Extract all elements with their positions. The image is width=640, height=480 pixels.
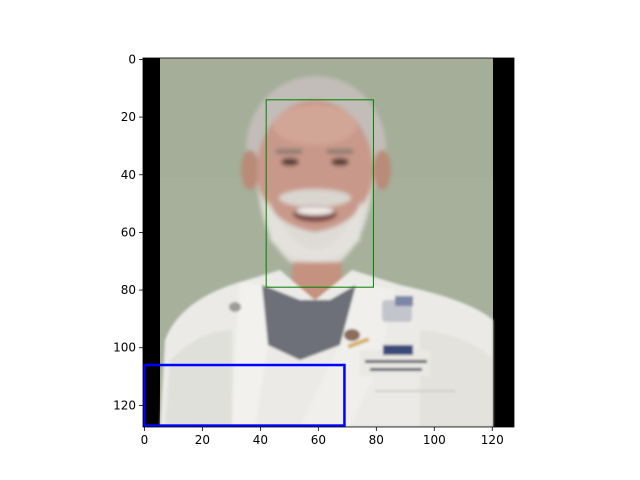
y-tick-label: 40 [121, 168, 136, 182]
x-tick-label: 40 [253, 433, 268, 447]
y-tick-label: 100 [113, 341, 136, 355]
x-tick-label: 120 [481, 433, 504, 447]
axes-frame [142, 57, 515, 428]
x-tick-label: 20 [195, 433, 210, 447]
y-tick-label: 120 [113, 398, 136, 412]
x-tick-label: 60 [311, 433, 326, 447]
face-box [265, 99, 374, 288]
x-axis: 0 20 40 60 80 100 120 [141, 427, 504, 447]
detection-box [143, 363, 346, 427]
y-tick-label: 0 [128, 52, 136, 66]
y-tick-label: 20 [121, 110, 136, 124]
x-tick-label: 80 [369, 433, 384, 447]
photo [160, 58, 493, 427]
y-axis: 0 20 40 60 80 100 120 [113, 52, 143, 412]
beard [258, 185, 372, 278]
x-tick-label: 0 [141, 433, 149, 447]
x-tick-label: 100 [423, 433, 446, 447]
y-tick-label: 60 [121, 225, 136, 239]
scrubs [262, 285, 356, 360]
image-area [143, 58, 514, 427]
y-tick-label: 80 [121, 283, 136, 297]
